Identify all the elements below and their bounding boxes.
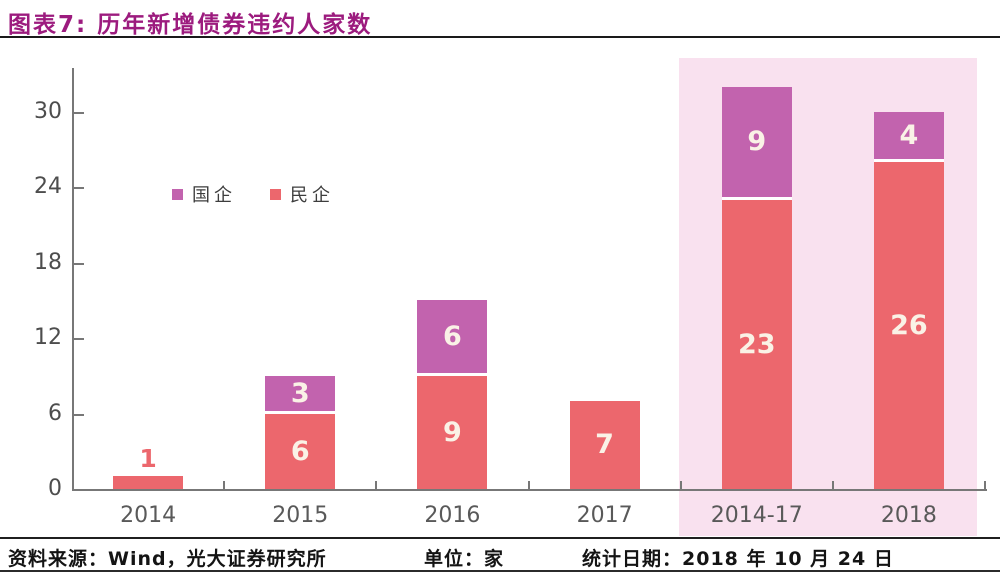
x-axis-tick [984, 481, 986, 490]
x-axis-line [72, 489, 987, 491]
bar-value-label: 7 [595, 429, 614, 461]
stacked-bar-chart: 国企 民企 0 6 12 18 24 30 2014 2015 2016 2017 2014-17 2… [0, 40, 1000, 537]
bar-segment-民企-2014 [113, 476, 184, 489]
source-note: 资料来源：Wind，光大证券研究所 [8, 548, 327, 570]
x-axis-category-label: 2014 [120, 503, 177, 528]
soe-legend-swatch-icon [172, 188, 183, 200]
x-axis-tick [831, 481, 834, 490]
bar-segment-国企-2015: 3 [265, 375, 336, 414]
legend-label-soe: 国企 [192, 185, 236, 206]
x-axis-category-label: 2018 [880, 503, 937, 528]
y-axis-tick-label: 12 [34, 325, 62, 351]
x-axis-tick [679, 481, 682, 490]
unit-note: 单位：家 [424, 548, 505, 570]
y-axis-tick [74, 187, 84, 190]
y-axis-tick-label: 24 [34, 174, 62, 200]
bottom-divider [0, 570, 1000, 572]
y-axis-tick-label: 18 [34, 249, 62, 275]
title-underline [0, 36, 1000, 38]
date-note: 统计日期：2018 年 10 月 24 日 [582, 548, 894, 570]
y-axis-line [72, 68, 74, 491]
bar-segment-民企-2018: 26 [873, 162, 944, 489]
x-axis-tick [527, 481, 530, 490]
x-axis-tick [375, 481, 378, 490]
x-axis-category-label: 2016 [424, 503, 481, 528]
x-axis-category-label: 2014-17 [710, 503, 803, 528]
y-axis-tick-label: 0 [48, 476, 62, 501]
bar-value-label: 6 [443, 321, 462, 353]
y-axis-tick [74, 413, 84, 416]
bar-value-label: 6 [290, 435, 310, 467]
y-axis-tick [74, 262, 84, 265]
bar-segment-国企-2018: 4 [873, 111, 944, 163]
footer-divider [0, 537, 1000, 539]
bar-segment-民企-2016: 9 [417, 375, 488, 489]
x-axis-tick [223, 481, 226, 490]
bar-segment-国企-2016: 6 [417, 300, 488, 376]
bar-segment-国企-2014-17: 9 [721, 86, 792, 200]
bar-value-label: 3 [290, 377, 310, 409]
legend-item-soe: 国企 [172, 181, 236, 207]
private-legend-swatch-icon [270, 188, 281, 200]
legend-label-private: 民企 [290, 185, 334, 206]
y-axis-tick [74, 338, 84, 341]
bar-value-label: 9 [747, 126, 767, 158]
x-axis-category-label: 2017 [576, 503, 633, 528]
bar-segment-民企-2017: 7 [569, 401, 640, 489]
bar-segment-民企-2015: 6 [265, 413, 336, 489]
bar-value-label: 23 [737, 328, 776, 360]
y-axis-tick-label: 30 [34, 98, 62, 124]
x-axis-category-label: 2015 [272, 503, 329, 528]
y-axis-tick-label: 6 [48, 400, 62, 426]
chart-title: 图表7: 历年新增债券违约人家数 [8, 12, 373, 38]
bar-value-label: 1 [139, 444, 157, 474]
bar-value-label: 26 [890, 310, 928, 342]
y-axis-tick [74, 111, 84, 114]
bar-segment-民企-2014-17: 23 [721, 199, 792, 489]
bar-value-label: 4 [899, 120, 919, 152]
legend: 国企 民企 [172, 181, 334, 207]
legend-item-private: 民企 [270, 181, 334, 207]
bar-value-label: 9 [443, 416, 462, 448]
